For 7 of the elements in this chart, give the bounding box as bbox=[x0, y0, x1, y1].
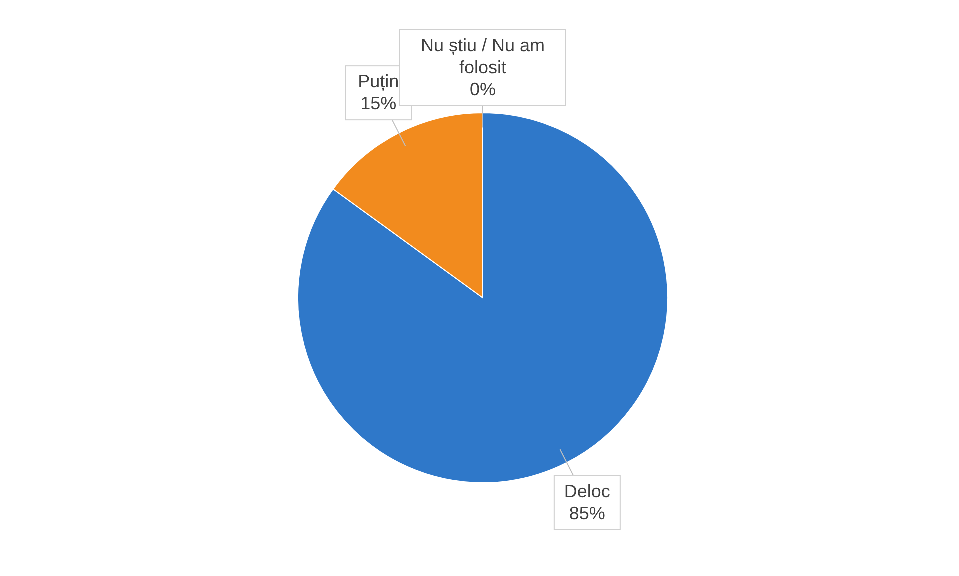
text: 0% bbox=[470, 80, 496, 100]
pie-slice bbox=[298, 112, 668, 484]
data-label: 85% bbox=[569, 503, 606, 524]
slice-label: Deloc bbox=[564, 481, 610, 502]
data-label: 15% bbox=[360, 94, 397, 114]
slice-label: Puțin bbox=[358, 72, 400, 92]
category-label: Nu știu / Nu am folosit bbox=[420, 36, 546, 78]
